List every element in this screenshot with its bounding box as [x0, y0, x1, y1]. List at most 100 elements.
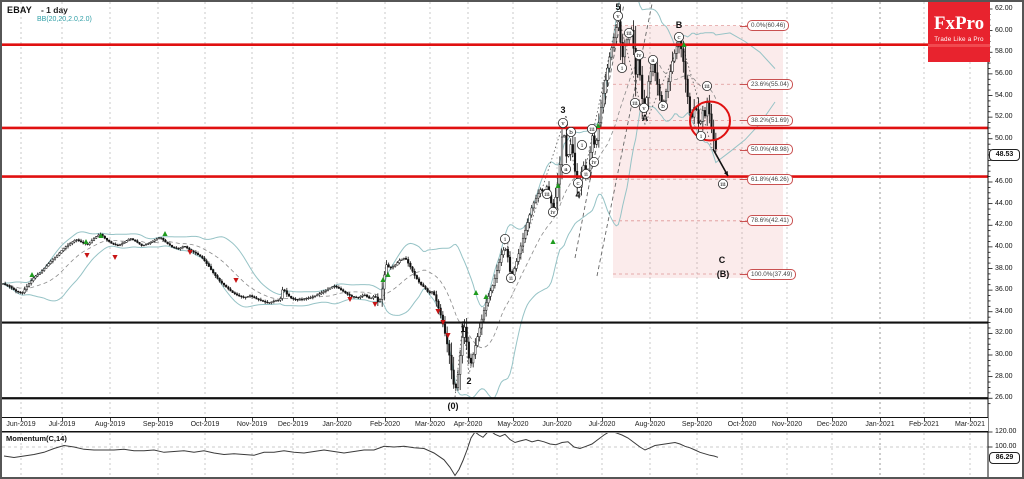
buy-arrow-icon — [385, 272, 391, 277]
bollinger-upper-band — [2, 2, 776, 308]
svg-text:a: a — [564, 167, 568, 173]
wave-label-text: (B) — [717, 269, 730, 279]
sell-arrow-icon — [347, 297, 353, 302]
svg-text:iv: iv — [550, 210, 556, 216]
buy-arrow-icon — [681, 42, 687, 47]
svg-text:v: v — [615, 14, 620, 20]
wave-label-text: 5 — [615, 2, 620, 12]
momentum-indicator-label: Momentum(C,14) — [6, 434, 67, 443]
svg-text:ii: ii — [509, 276, 513, 282]
fxpro-tagline: Trade Like a Pro — [934, 36, 984, 43]
wave-label-circle — [505, 272, 516, 283]
svg-text:iv: iv — [591, 160, 597, 166]
buy-arrow-icon — [473, 290, 479, 295]
wave-label-circle — [542, 188, 553, 199]
price-axis[interactable]: 62.0060.0058.0056.0054.0052.0050.0048.00… — [988, 2, 1022, 477]
time-axis-label: Nov-2020 — [771, 421, 803, 428]
time-axis-label: Mar-2021 — [955, 421, 985, 428]
svg-text:i: i — [700, 134, 702, 140]
svg-text:b: b — [569, 130, 573, 136]
price-axis-label: 62.00 — [995, 5, 1013, 12]
fxpro-brand-text: FxPro — [933, 13, 985, 34]
fib-level-label: 78.6%(42.41) — [747, 215, 793, 227]
sell-arrow-icon — [187, 250, 193, 255]
svg-text:v: v — [560, 121, 565, 127]
price-axis-label: 38.00 — [995, 264, 1013, 272]
svg-text:iii: iii — [544, 192, 550, 198]
momentum-value-badge: 86.29 — [989, 451, 1020, 464]
wave-label-circle — [573, 177, 584, 188]
price-axis-label: 36.00 — [995, 286, 1013, 294]
svg-text:iv: iv — [636, 53, 642, 59]
svg-text:c: c — [576, 181, 579, 187]
wave-label-circle — [561, 163, 572, 174]
buy-arrow-icon — [83, 239, 89, 244]
sell-arrow-icon — [372, 302, 378, 307]
time-axis-label: Sep-2019 — [142, 421, 174, 428]
time-axis-label: Jun-2019 — [6, 421, 36, 428]
wave-label-circle — [639, 103, 650, 114]
wave-label-circle — [658, 101, 669, 112]
fib-level-label: 0.0%(60.46) — [747, 20, 790, 32]
momentum-plot-area[interactable] — [2, 431, 988, 477]
chart-title-block: EBAY - 1 day BB(20,20,2.0,2.0) — [7, 4, 92, 25]
momentum-axis-label: 120.00 — [995, 428, 1017, 435]
time-axis-label: Jan-2021 — [865, 421, 895, 428]
price-axis-label: 54.00 — [995, 91, 1013, 99]
wave-label-text: A — [642, 113, 649, 123]
candlesticks — [2, 4, 717, 391]
price-axis-label: 32.00 — [995, 329, 1013, 337]
svg-text:v: v — [641, 106, 646, 112]
svg-text:i: i — [504, 237, 506, 243]
time-axis-label: Jul-2020 — [588, 421, 616, 428]
fib-level-label: 23.6%(55.04) — [747, 78, 793, 90]
svg-text:i: i — [581, 143, 583, 149]
buy-arrow-icon — [29, 272, 35, 277]
svg-text:c: c — [677, 35, 680, 41]
svg-text:iii: iii — [589, 127, 595, 133]
projection-arrow — [712, 148, 729, 177]
price-axis-label: 28.00 — [995, 372, 1013, 380]
wave-label-circle — [558, 118, 569, 129]
time-axis-label: Sep-2020 — [681, 421, 713, 428]
svg-text:iii: iii — [626, 31, 632, 37]
fxpro-logo: FxPro Trade Like a Pro — [928, 2, 990, 62]
wave-label-circle — [630, 98, 641, 109]
wave-label-circle — [718, 178, 729, 189]
abc-wave-line — [617, 13, 713, 149]
wave-label-circle — [587, 124, 598, 135]
svg-text:iii: iii — [720, 182, 726, 188]
symbol-label: EBAY — [7, 5, 32, 15]
price-axis-label: 58.00 — [995, 48, 1013, 56]
wave-label-text: B — [676, 20, 683, 30]
wave-label-circle — [702, 81, 713, 92]
time-axis-label: May-2020 — [497, 421, 529, 428]
fib-level-label: 61.8%(46.26) — [747, 173, 793, 185]
time-axis-label: Dec-2020 — [816, 421, 848, 428]
buy-arrow-icon — [555, 183, 561, 188]
sell-arrow-icon — [84, 253, 90, 258]
timeframe-label: - 1 day — [40, 5, 68, 15]
price-axis-label: 56.00 — [995, 69, 1013, 77]
time-axis[interactable]: Jun-2019 Jul-2019 Aug-2019 Sep-2019 Oct-2019… — [2, 418, 988, 431]
time-axis-label: Feb-2021 — [909, 421, 939, 428]
wave-label-circle — [617, 63, 628, 74]
sell-arrow-icon — [445, 333, 451, 338]
wave-label-text: 3 — [560, 105, 565, 115]
wave-label-circle — [634, 50, 645, 61]
time-axis-label: Nov-2019 — [236, 421, 268, 428]
buy-arrow-icon — [162, 231, 168, 236]
trend-channel-line — [596, 3, 653, 277]
fib-level-label: 100.0%(37.49) — [747, 268, 797, 280]
buy-arrow-icon — [98, 233, 104, 238]
bollinger-lower-band — [2, 101, 776, 399]
price-axis-label: 46.00 — [995, 178, 1013, 185]
svg-text:iii: iii — [632, 101, 638, 107]
wave-label-circle — [613, 10, 624, 21]
wave-label-circle — [499, 233, 510, 244]
fib-level-label: 50.0%(48.98) — [747, 144, 793, 156]
